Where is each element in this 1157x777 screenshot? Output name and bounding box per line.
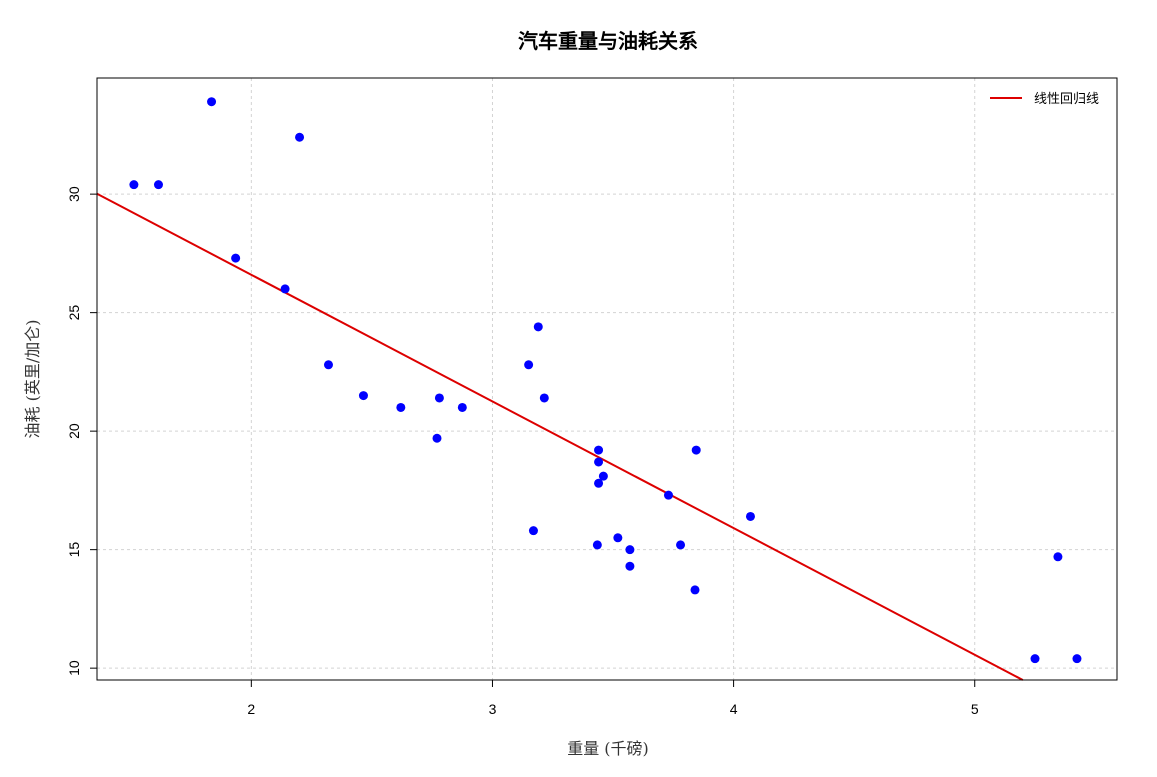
- y-tick-label: 20: [66, 423, 82, 439]
- data-point: [524, 360, 534, 370]
- data-point: [231, 253, 241, 263]
- x-tick-label: 3: [489, 701, 497, 717]
- data-point: [457, 402, 467, 412]
- data-point: [1072, 654, 1082, 664]
- data-point: [323, 360, 333, 370]
- data-point: [153, 180, 163, 190]
- plot-frame: [96, 77, 1118, 681]
- data-point: [533, 322, 543, 332]
- data-point: [598, 471, 608, 481]
- x-tick-label: 2: [247, 701, 255, 717]
- data-point: [594, 478, 604, 488]
- data-point: [592, 540, 602, 550]
- data-point: [1030, 654, 1040, 664]
- data-point: [613, 533, 623, 543]
- regression-line: [96, 192, 1024, 681]
- data-point: [528, 526, 538, 536]
- y-axis-title: 油耗 (英里/加仑): [23, 320, 42, 439]
- data-point: [1053, 552, 1063, 562]
- legend-label: 线性回归线: [1034, 92, 1099, 107]
- data-point: [396, 402, 406, 412]
- regression-line-layer: [96, 192, 1024, 681]
- y-tick-label: 25: [66, 305, 82, 321]
- data-point: [663, 490, 673, 500]
- x-axis-title: 重量 (千磅): [567, 739, 649, 758]
- data-point: [358, 391, 368, 401]
- axis-ticks: 2 3 4 5 10 15 20 25 30: [66, 186, 979, 717]
- x-tick-label: 4: [730, 701, 738, 717]
- data-point: [207, 97, 217, 107]
- data-point: [539, 393, 549, 403]
- data-point: [129, 180, 139, 190]
- y-tick-label: 15: [66, 542, 82, 558]
- data-point: [594, 457, 604, 467]
- x-tick-label: 5: [971, 701, 979, 717]
- y-tick-label: 30: [66, 186, 82, 202]
- data-point: [594, 445, 604, 455]
- data-point: [690, 585, 700, 595]
- data-point: [432, 433, 442, 443]
- data-point: [745, 511, 755, 521]
- data-point: [295, 132, 305, 142]
- data-point: [676, 540, 686, 550]
- grid-lines: [97, 78, 1117, 680]
- legend: 线性回归线: [990, 92, 1099, 107]
- data-points: [129, 97, 1082, 664]
- data-point: [625, 561, 635, 571]
- data-point: [280, 284, 290, 294]
- data-point: [691, 445, 701, 455]
- data-point: [434, 393, 444, 403]
- y-tick-label: 10: [66, 660, 82, 676]
- chart-title: 汽车重量与油耗关系: [518, 29, 698, 53]
- data-point: [625, 545, 635, 555]
